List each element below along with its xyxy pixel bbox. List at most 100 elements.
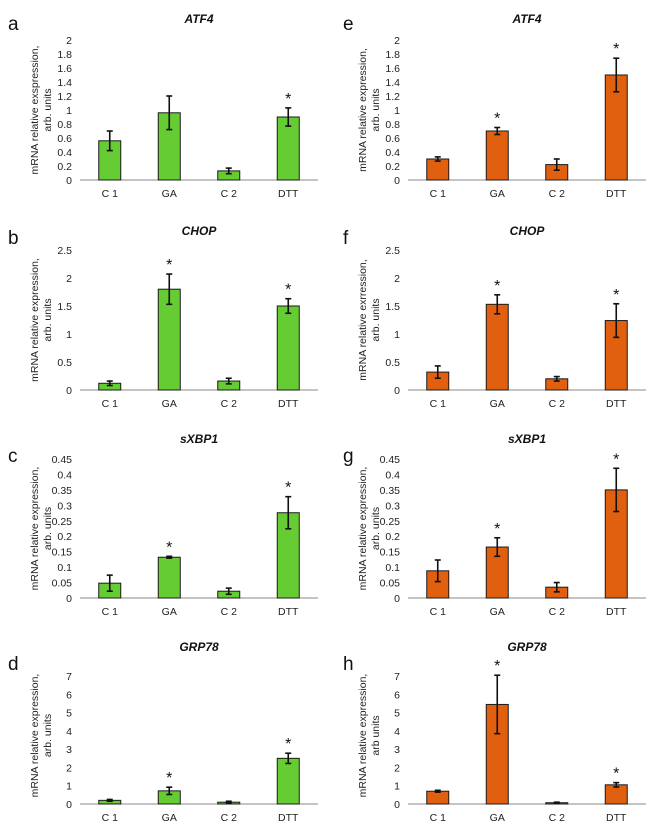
- x-category-label: DTT: [606, 606, 627, 618]
- significance-star: *: [494, 278, 500, 295]
- y-tick-label: 0.1: [385, 562, 400, 574]
- significance-star: *: [166, 257, 172, 274]
- x-category-label: C 1: [430, 188, 447, 200]
- panel-letter: g: [343, 446, 354, 467]
- panel-letter: b: [8, 228, 19, 249]
- x-category-label: C 2: [221, 606, 238, 618]
- bar-dtt: [276, 757, 300, 805]
- y-tick-label: 0.5: [385, 357, 400, 369]
- y-tick-label: 0.8: [57, 119, 72, 131]
- chart-panel-b: b CHOP mRNA relative expression,arb. units…: [8, 224, 318, 410]
- x-category-label: GA: [490, 398, 505, 410]
- significance-star: *: [285, 480, 291, 497]
- y-axis-label-line: arb. units: [370, 298, 382, 341]
- panel-letter: c: [8, 446, 18, 467]
- y-tick-label: 1.2: [385, 91, 400, 103]
- y-axis-label-line: mRNA relative exrression,: [357, 259, 369, 380]
- significance-star: *: [494, 521, 500, 538]
- y-axis-label-line: mRNA relative expression,: [357, 467, 369, 591]
- y-tick-label: 5: [394, 708, 400, 720]
- significance-star: *: [613, 41, 619, 58]
- x-category-label: GA: [162, 398, 177, 410]
- y-tick-label: 4: [66, 726, 72, 738]
- y-tick-label: 1.2: [57, 91, 72, 103]
- y-axis-label-line: mRNA relative expression,: [29, 674, 41, 798]
- y-tick-label: 2: [394, 35, 400, 47]
- y-tick-label: 6: [394, 689, 400, 701]
- bar-ga: [485, 130, 509, 181]
- y-axis-label-line: arb. units: [42, 714, 54, 757]
- y-tick-label: 3: [66, 744, 72, 756]
- y-axis-label-line: arb. units: [370, 88, 382, 131]
- panel-letter: f: [343, 228, 349, 249]
- y-tick-label: 4: [394, 726, 400, 738]
- y-axis-label: mRNA relative expression,arb. units: [357, 48, 382, 172]
- y-tick-label: 0.4: [57, 469, 72, 481]
- y-tick-label: 5: [66, 708, 72, 720]
- y-tick-label: 0.4: [57, 147, 72, 159]
- chart-panel-f: f CHOP mRNA relative exrression,arb. units…: [343, 224, 646, 410]
- x-category-label: GA: [162, 812, 177, 824]
- y-tick-label: 0: [66, 385, 72, 397]
- x-category-label: C 2: [549, 812, 566, 824]
- bar-ga: [485, 303, 509, 391]
- chart-title: GRP78: [179, 640, 219, 654]
- chart-title: ATF4: [511, 12, 541, 26]
- x-category-label: DTT: [278, 398, 299, 410]
- chart-title: CHOP: [182, 224, 218, 238]
- chart-panel-c: c sXBP1 mRNA relative expression,arb. unit…: [8, 432, 318, 618]
- y-tick-label: 1.5: [385, 301, 400, 313]
- y-tick-label: 1.4: [57, 77, 72, 89]
- significance-star: *: [285, 736, 291, 753]
- y-axis-label: mRNA relative expression,arb. units: [29, 674, 54, 798]
- x-category-label: GA: [490, 188, 505, 200]
- chart-panel-h: h GRP78 mRNA relative expression,arb units…: [343, 640, 646, 824]
- y-tick-label: 2: [66, 35, 72, 47]
- significance-star: *: [613, 287, 619, 304]
- x-category-label: C 2: [221, 398, 238, 410]
- significance-star: *: [285, 282, 291, 299]
- y-tick-label: 0.6: [57, 133, 72, 145]
- y-tick-label: 6: [66, 689, 72, 701]
- y-tick-label: 1.4: [385, 77, 400, 89]
- y-tick-label: 1.6: [385, 63, 400, 75]
- y-tick-label: 0.25: [380, 516, 401, 528]
- y-tick-label: 0.4: [385, 469, 400, 481]
- x-category-label: DTT: [278, 812, 299, 824]
- y-tick-label: 0: [66, 175, 72, 187]
- x-category-label: C 2: [221, 812, 238, 824]
- y-tick-label: 0.2: [385, 161, 400, 173]
- y-tick-label: 0.6: [385, 133, 400, 145]
- y-axis-label-line: arb. units: [42, 507, 54, 550]
- y-tick-label: 0.05: [52, 578, 73, 590]
- x-category-label: C 1: [102, 606, 119, 618]
- y-tick-label: 1.6: [57, 63, 72, 75]
- significance-star: *: [494, 111, 500, 128]
- y-axis-label: mRNA relative expression,arb. units: [29, 467, 54, 591]
- y-tick-label: 1: [394, 329, 400, 341]
- y-axis-label-line: arb units: [370, 715, 382, 755]
- y-axis-label: mRNA relative exspression,arb. units: [29, 46, 54, 175]
- y-axis-label-line: arb. units: [370, 507, 382, 550]
- x-category-label: DTT: [606, 812, 627, 824]
- y-tick-label: 0.35: [380, 485, 401, 497]
- y-tick-label: 0.2: [385, 531, 400, 543]
- y-tick-label: 0.5: [57, 357, 72, 369]
- y-tick-label: 7: [66, 671, 72, 683]
- x-category-label: C 1: [102, 812, 119, 824]
- chart-title: sXBP1: [180, 432, 218, 446]
- x-category-label: GA: [162, 606, 177, 618]
- y-tick-label: 1.8: [385, 49, 400, 61]
- significance-star: *: [613, 451, 619, 468]
- panel-letter: e: [343, 14, 354, 35]
- x-category-label: C 1: [102, 188, 119, 200]
- y-axis-label: mRNA relative expression,arb. units: [357, 467, 382, 591]
- y-tick-label: 1.8: [57, 49, 72, 61]
- y-tick-label: 0: [394, 385, 400, 397]
- y-tick-label: 1: [66, 105, 72, 117]
- y-tick-label: 0.05: [380, 578, 401, 590]
- y-tick-label: 1: [394, 105, 400, 117]
- y-tick-label: 0.45: [52, 454, 73, 466]
- significance-star: *: [166, 770, 172, 787]
- panel-letter: a: [8, 14, 19, 35]
